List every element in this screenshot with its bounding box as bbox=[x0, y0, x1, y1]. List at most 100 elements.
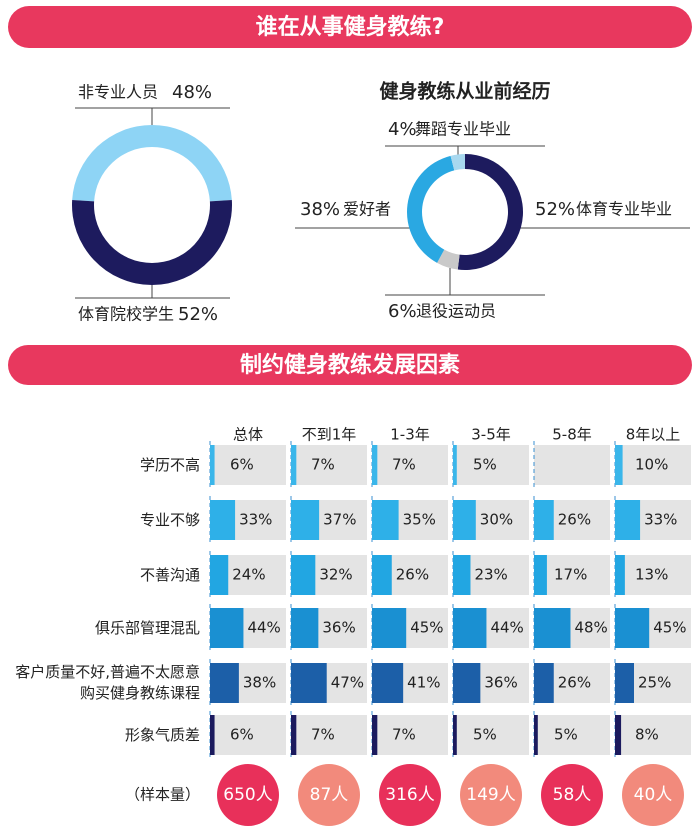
pie-slice bbox=[457, 154, 523, 270]
value-label: 8% bbox=[635, 726, 659, 744]
value-label: 36% bbox=[484, 674, 517, 692]
sample-circle bbox=[622, 764, 684, 826]
cell-bg bbox=[291, 445, 367, 485]
cell-bg bbox=[372, 715, 448, 755]
sample-value: 650人 bbox=[223, 785, 272, 805]
column-header: 8年以上 bbox=[626, 426, 681, 444]
value-label: 25% bbox=[638, 674, 671, 692]
row-label: 客户质量不好,普遍不太愿意购买健身教练课程 bbox=[15, 663, 200, 702]
cell-bg bbox=[615, 445, 691, 485]
sample-circle bbox=[217, 764, 279, 826]
bar bbox=[453, 608, 487, 648]
sample-value: 58人 bbox=[553, 785, 592, 805]
slice-value: 52% bbox=[535, 199, 575, 220]
slice-label: 舞蹈专业毕业 bbox=[415, 120, 511, 139]
value-label: 47% bbox=[331, 674, 364, 692]
value-label: 17% bbox=[554, 566, 587, 584]
value-label: 7% bbox=[392, 726, 416, 744]
slice-value: 4% bbox=[388, 119, 417, 140]
bar bbox=[615, 715, 622, 755]
value-label: 45% bbox=[410, 619, 443, 637]
bar bbox=[210, 608, 244, 648]
column-header: 不到1年 bbox=[302, 426, 357, 444]
bar bbox=[291, 715, 297, 755]
value-label: 5% bbox=[554, 726, 578, 744]
pie-slice bbox=[407, 155, 455, 263]
value-label: 45% bbox=[653, 619, 686, 637]
bar bbox=[615, 663, 634, 703]
bar bbox=[372, 715, 378, 755]
bar bbox=[210, 500, 236, 540]
value-label: 33% bbox=[239, 511, 272, 529]
sample-value: 87人 bbox=[310, 785, 349, 805]
bar bbox=[615, 500, 641, 540]
sample-value: 40人 bbox=[634, 785, 673, 805]
value-label: 5% bbox=[473, 726, 497, 744]
sample-circle bbox=[379, 764, 441, 826]
bar bbox=[615, 555, 625, 595]
cell-bg bbox=[615, 555, 691, 595]
bar bbox=[453, 445, 457, 485]
value-label: 26% bbox=[558, 511, 591, 529]
column-header: 1-3年 bbox=[390, 426, 430, 444]
bar bbox=[291, 445, 297, 485]
column-header: 总体 bbox=[233, 426, 263, 444]
bar bbox=[453, 715, 457, 755]
bar bbox=[453, 663, 481, 703]
value-label: 38% bbox=[243, 674, 276, 692]
value-label: 7% bbox=[392, 456, 416, 474]
bar bbox=[210, 555, 229, 595]
slice-value: 52% bbox=[178, 304, 218, 325]
pie-slice bbox=[72, 125, 232, 202]
banner bbox=[8, 345, 692, 385]
bar bbox=[453, 500, 476, 540]
cell-bg bbox=[453, 445, 529, 485]
value-label: 6% bbox=[230, 456, 254, 474]
bar bbox=[210, 445, 215, 485]
slice-label: 体育院校学生 bbox=[78, 305, 174, 324]
cell-bg bbox=[210, 445, 286, 485]
bar bbox=[372, 445, 378, 485]
value-label: 5% bbox=[473, 456, 497, 474]
bar bbox=[534, 715, 538, 755]
row-label: 学历不高 bbox=[139, 455, 200, 474]
bar bbox=[291, 608, 319, 648]
cell-bg bbox=[291, 715, 367, 755]
slice-label: 爱好者 bbox=[343, 200, 391, 219]
row-label: 不善沟通 bbox=[139, 565, 200, 584]
bar bbox=[372, 663, 404, 703]
cell-bg bbox=[615, 715, 691, 755]
bar bbox=[534, 663, 554, 703]
bar bbox=[372, 500, 399, 540]
pie-slice bbox=[71, 199, 232, 285]
slice-label: 退役运动员 bbox=[416, 302, 496, 321]
column-header: 5-8年 bbox=[552, 426, 592, 444]
bar bbox=[372, 608, 407, 648]
value-label: 26% bbox=[558, 674, 591, 692]
value-label: 33% bbox=[644, 511, 677, 529]
sample-circle bbox=[460, 764, 522, 826]
value-label: 26% bbox=[396, 566, 429, 584]
value-label: 41% bbox=[407, 674, 440, 692]
bar bbox=[291, 663, 327, 703]
value-label: 36% bbox=[322, 619, 355, 637]
bar bbox=[534, 555, 547, 595]
pie-slice bbox=[437, 249, 460, 270]
bar bbox=[615, 445, 623, 485]
slice-value: 38% bbox=[300, 199, 340, 220]
value-label: 10% bbox=[635, 456, 668, 474]
bar bbox=[534, 608, 571, 648]
value-label: 24% bbox=[232, 566, 265, 584]
value-label: 44% bbox=[490, 619, 523, 637]
sample-label: （样本量） bbox=[125, 786, 200, 804]
sample-value: 149人 bbox=[466, 785, 515, 805]
slice-value: 6% bbox=[388, 301, 417, 322]
value-label: 23% bbox=[474, 566, 507, 584]
cell-bg bbox=[534, 445, 610, 485]
pie-slice bbox=[450, 154, 465, 171]
leader-lines bbox=[75, 107, 690, 299]
slice-label: 非专业人员 bbox=[78, 83, 158, 102]
slice-label: 体育专业毕业 bbox=[576, 200, 672, 219]
